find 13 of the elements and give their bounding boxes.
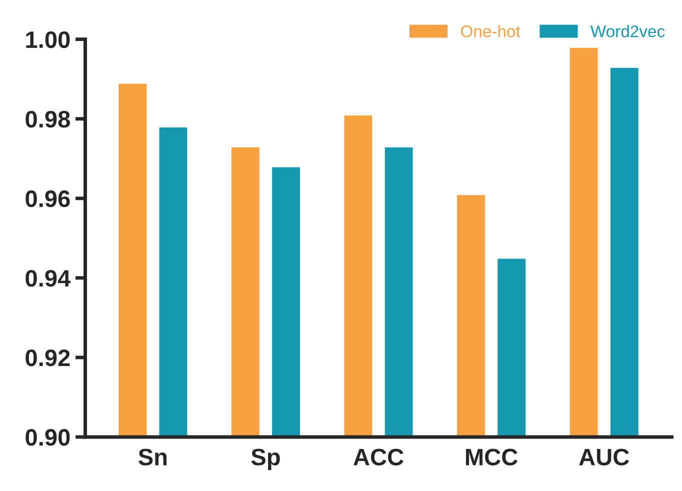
y-tick-label: 0.96 xyxy=(26,190,70,208)
y-tick-label: 1.00 xyxy=(26,31,70,48)
legend-label: Word2vec xyxy=(590,25,665,38)
x-tick-label: Sn xyxy=(138,448,167,466)
y-tick-label: 0.92 xyxy=(26,350,70,366)
x-tick-label: MCC xyxy=(466,448,518,466)
x-tick-label: ACC xyxy=(354,448,404,466)
x-tick-label: AUC xyxy=(579,448,630,466)
x-tick-label: Sp xyxy=(251,448,280,470)
y-tick-label: 0.98 xyxy=(26,110,70,128)
legend-label: One-hot xyxy=(460,25,520,38)
y-tick-label: 0.90 xyxy=(26,429,70,446)
y-tick-label: 0.94 xyxy=(26,270,71,287)
